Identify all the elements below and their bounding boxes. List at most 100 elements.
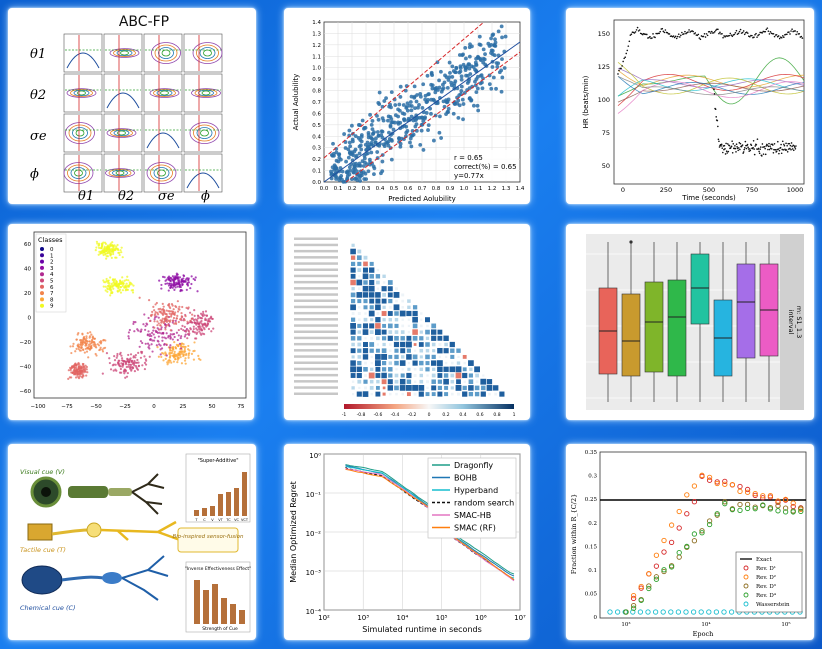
legend-swatch bbox=[743, 601, 749, 607]
data-point bbox=[348, 144, 353, 149]
row-label-bar bbox=[294, 262, 338, 265]
heatmap-cell bbox=[375, 292, 381, 298]
data-point bbox=[370, 119, 375, 123]
heatmap-cell bbox=[481, 385, 486, 391]
tsne-point bbox=[167, 304, 170, 307]
tsne-point bbox=[172, 332, 176, 336]
heatmap-cell bbox=[444, 355, 448, 359]
fraction-point bbox=[660, 609, 666, 615]
tsne-point bbox=[134, 354, 137, 357]
tsne-point bbox=[120, 357, 124, 360]
hr-point bbox=[688, 29, 690, 31]
heart-rate-panel[interactable]: HR (beats/min) Time (seconds) 150 125 10… bbox=[566, 8, 814, 204]
heatmap-cell bbox=[381, 372, 387, 379]
tsne-point bbox=[123, 372, 126, 375]
y-tick-label: −60 bbox=[19, 389, 31, 395]
tsne-point bbox=[118, 283, 121, 286]
fraction-point bbox=[691, 483, 698, 489]
data-point bbox=[445, 99, 450, 104]
tsne-point bbox=[150, 343, 153, 346]
tsne-point bbox=[109, 244, 112, 248]
data-point bbox=[354, 161, 358, 166]
solubility-scatter-panel[interactable]: r = 0.65 correct(%) = 0.65 y=0.77x Predi… bbox=[284, 8, 530, 204]
y-tick-label: 10⁻⁴ bbox=[306, 608, 322, 616]
heatmap-cell bbox=[401, 318, 404, 321]
data-point bbox=[487, 82, 492, 87]
tsne-point bbox=[166, 323, 170, 327]
correlation-heatmap-panel[interactable]: -1 -0.8 -0.6 -0.4 -0.2 0 0.2 0.4 0.6 0.8 1 bbox=[284, 224, 530, 420]
tsne-point bbox=[119, 351, 122, 354]
tsne-point bbox=[151, 310, 154, 313]
data-point bbox=[398, 120, 403, 125]
tsne-point bbox=[177, 320, 180, 324]
tsne-point bbox=[192, 325, 195, 328]
median-regret-panel[interactable]: Dragonfly BOHB Hyperband random search SMAC-… bbox=[284, 444, 530, 640]
tsne-point bbox=[189, 287, 192, 290]
data-point bbox=[380, 116, 385, 121]
tsne-point bbox=[132, 322, 135, 326]
legend-label: 6 bbox=[50, 285, 54, 291]
heatmap-cell bbox=[376, 268, 380, 272]
heatmap-cell bbox=[356, 279, 363, 286]
tsne-point bbox=[180, 312, 183, 315]
tsne-point bbox=[160, 347, 164, 350]
fraction-within-panel[interactable]: Exact Rev. D¹ Rev. D² Rev. D³ Rev. D⁴ Wassers… bbox=[566, 444, 814, 640]
heatmap-cell bbox=[351, 386, 355, 390]
hr-point bbox=[774, 148, 777, 151]
tsne-point bbox=[146, 342, 150, 345]
tsne-point bbox=[109, 248, 112, 251]
hr-point bbox=[741, 144, 744, 146]
hr-point bbox=[761, 155, 763, 157]
tsne-point bbox=[168, 282, 171, 285]
sensor-fusion-panel[interactable]: Visual cue (V) Tactile cue (T) Chemical … bbox=[8, 444, 256, 640]
tsne-point bbox=[134, 364, 137, 368]
data-point bbox=[376, 117, 381, 122]
tsne-point bbox=[147, 299, 151, 302]
facet-strip-sublabel: m: S1_1.3 bbox=[795, 306, 803, 338]
heatmap-cell bbox=[419, 367, 424, 372]
tsne-point bbox=[84, 342, 88, 345]
data-point bbox=[355, 178, 360, 182]
hr-point bbox=[718, 32, 720, 35]
heatmap-cell bbox=[419, 373, 424, 378]
heatmap-cell bbox=[389, 349, 392, 352]
tsne-point bbox=[99, 340, 103, 343]
heatmap-cell bbox=[405, 384, 412, 391]
hr-point bbox=[783, 144, 786, 147]
tsne-point bbox=[133, 359, 136, 363]
tsne-point bbox=[101, 350, 105, 353]
data-point bbox=[356, 136, 361, 140]
tsne-point bbox=[73, 371, 76, 374]
tsne-point bbox=[78, 363, 81, 366]
data-point bbox=[366, 130, 371, 135]
hr-point bbox=[777, 140, 779, 143]
tsne-point bbox=[111, 291, 114, 295]
heatmap-cell bbox=[350, 336, 356, 341]
heatmap-cell bbox=[387, 280, 393, 285]
y-tick-label: 0.7 bbox=[312, 100, 321, 106]
tsne-point bbox=[167, 316, 170, 319]
tsne-point bbox=[203, 327, 206, 331]
heatmap-cell bbox=[387, 323, 393, 329]
upper-bound-line bbox=[323, 21, 485, 159]
tsne-point bbox=[132, 320, 135, 324]
data-point bbox=[418, 94, 423, 99]
inverse-effectiveness-title: "Inverse Effectiveness Effect" bbox=[185, 566, 251, 572]
tsne-point bbox=[204, 322, 207, 325]
heatmap-cell bbox=[382, 318, 386, 322]
abc-fp-corner-plot-panel[interactable]: ABC-FP θ1 θ2 σe ϕ θ1 θ2 σe ϕ bbox=[8, 8, 256, 204]
data-point bbox=[407, 103, 412, 108]
x-tick-label: 10³ bbox=[357, 614, 369, 622]
data-point bbox=[347, 140, 352, 145]
data-point bbox=[370, 127, 375, 132]
data-point bbox=[442, 80, 447, 85]
heatmap-cell bbox=[450, 392, 454, 396]
hr-point bbox=[789, 144, 792, 147]
hr-point bbox=[786, 144, 788, 147]
box-plot-panel[interactable]: interval m: S1_1.3 bbox=[566, 224, 814, 420]
tsne-point bbox=[113, 359, 117, 362]
data-point bbox=[418, 142, 423, 147]
fraction-point bbox=[782, 496, 789, 502]
tsne-point bbox=[125, 375, 129, 378]
